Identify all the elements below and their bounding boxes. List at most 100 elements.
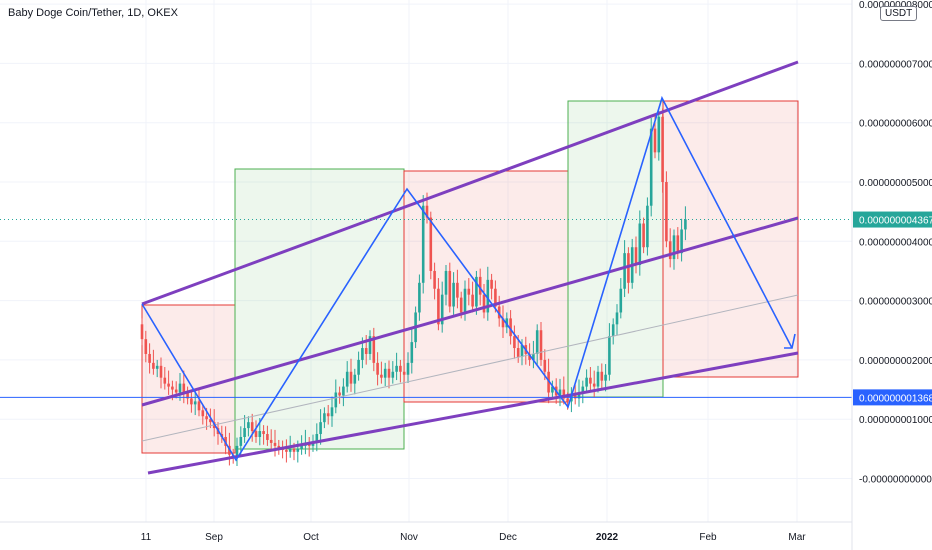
candle-body — [592, 383, 596, 387]
candle-body — [285, 450, 288, 452]
y-tick-label: 0.000000004000 — [859, 237, 932, 248]
candle-body — [410, 342, 414, 363]
candle-body — [581, 386, 585, 393]
y-tick-label: 0.000000007000 — [859, 59, 932, 70]
candle-body — [399, 365, 402, 372]
candle-body — [668, 241, 672, 260]
candle-body — [319, 422, 322, 435]
candle-body — [201, 410, 205, 417]
candle-body — [273, 442, 277, 446]
candle-body — [186, 392, 189, 399]
candle-body — [193, 401, 197, 405]
position-zone-4 — [662, 100, 799, 378]
candle-body — [292, 448, 296, 452]
candle-body — [589, 377, 592, 384]
candlesticks — [140, 108, 687, 467]
candle-body — [482, 294, 486, 313]
candle-body — [634, 247, 638, 266]
candle-body — [627, 253, 630, 283]
y-tick-label: 0.000000002000 — [859, 356, 932, 367]
candle-body — [608, 336, 611, 375]
candle-body — [140, 324, 144, 340]
candle-body — [562, 389, 566, 399]
candle-body — [437, 288, 440, 325]
candle-body — [148, 353, 151, 363]
candle-body — [649, 128, 653, 206]
candle-body — [357, 359, 360, 375]
x-tick-label: 2022 — [596, 532, 619, 543]
candle-body — [676, 235, 680, 254]
candle-body — [395, 365, 398, 372]
candle-body — [566, 398, 569, 402]
candle-body — [361, 348, 364, 360]
candle-body — [604, 374, 607, 381]
candle-body — [376, 362, 379, 375]
candle-body — [364, 348, 368, 354]
y-tick-label: 0.000000001000 — [859, 415, 932, 426]
y-tick-label: -0.000000000000 — [859, 475, 932, 486]
candle-body — [539, 330, 543, 360]
x-tick-label: Dec — [499, 532, 517, 543]
candle-body — [623, 253, 626, 289]
candle-body — [262, 431, 265, 435]
candle-body — [326, 413, 330, 417]
candle-body — [497, 306, 501, 319]
candle-body — [418, 282, 421, 313]
long-short-zones — [141, 100, 799, 454]
candle-body — [494, 288, 497, 307]
candle-body — [547, 371, 550, 393]
candle-body — [353, 374, 357, 384]
candle-body — [197, 401, 201, 411]
channel-midline — [141, 294, 799, 442]
zigzag-arrowhead — [784, 333, 796, 349]
candle-body — [205, 416, 208, 420]
candle-body — [258, 431, 262, 437]
candle-body — [182, 383, 186, 393]
candle-body — [323, 413, 326, 423]
candle-body — [296, 448, 300, 452]
candle-body — [577, 392, 581, 399]
candle-body — [406, 362, 410, 375]
candle-body — [444, 270, 448, 295]
candle-body — [315, 434, 319, 443]
candle-body — [266, 434, 269, 440]
candle-body — [456, 282, 459, 298]
last-price-label: 0.000000004367 — [859, 216, 932, 227]
candle-body — [380, 374, 383, 378]
channel-lower-line — [147, 351, 799, 475]
candle-body — [178, 383, 182, 393]
x-tick-label: Feb — [699, 532, 717, 543]
candle-body — [368, 336, 372, 354]
candle-body — [642, 223, 645, 248]
candle-body — [429, 217, 433, 271]
channel-middle-line — [141, 216, 799, 407]
candle-body — [163, 377, 167, 384]
candle-body — [440, 294, 444, 325]
candle-body — [269, 439, 273, 443]
candle-body — [475, 276, 478, 307]
zigzag-path — [141, 95, 793, 462]
candle-body — [490, 279, 493, 289]
candle-body — [190, 398, 193, 405]
candle-body — [520, 345, 524, 357]
candle-body — [532, 353, 535, 360]
candle-body — [585, 377, 588, 387]
candle-body — [235, 445, 239, 458]
candle-body — [167, 383, 170, 387]
channel-upper-line — [141, 60, 799, 306]
candle-body — [513, 336, 516, 349]
candle-body — [338, 392, 341, 396]
candle-body — [467, 288, 471, 295]
candle-body — [657, 116, 661, 153]
candle-body — [471, 294, 474, 307]
candle-body — [209, 419, 212, 423]
candle-body — [665, 182, 668, 242]
candle-body — [239, 436, 243, 446]
currency-unit-badge[interactable]: USDT — [880, 6, 918, 21]
candle-body — [387, 368, 391, 378]
candle-body — [425, 205, 429, 218]
y-tick-label: 0.000000003000 — [859, 297, 932, 308]
candle-body — [684, 219, 687, 230]
candle-body — [288, 448, 292, 452]
